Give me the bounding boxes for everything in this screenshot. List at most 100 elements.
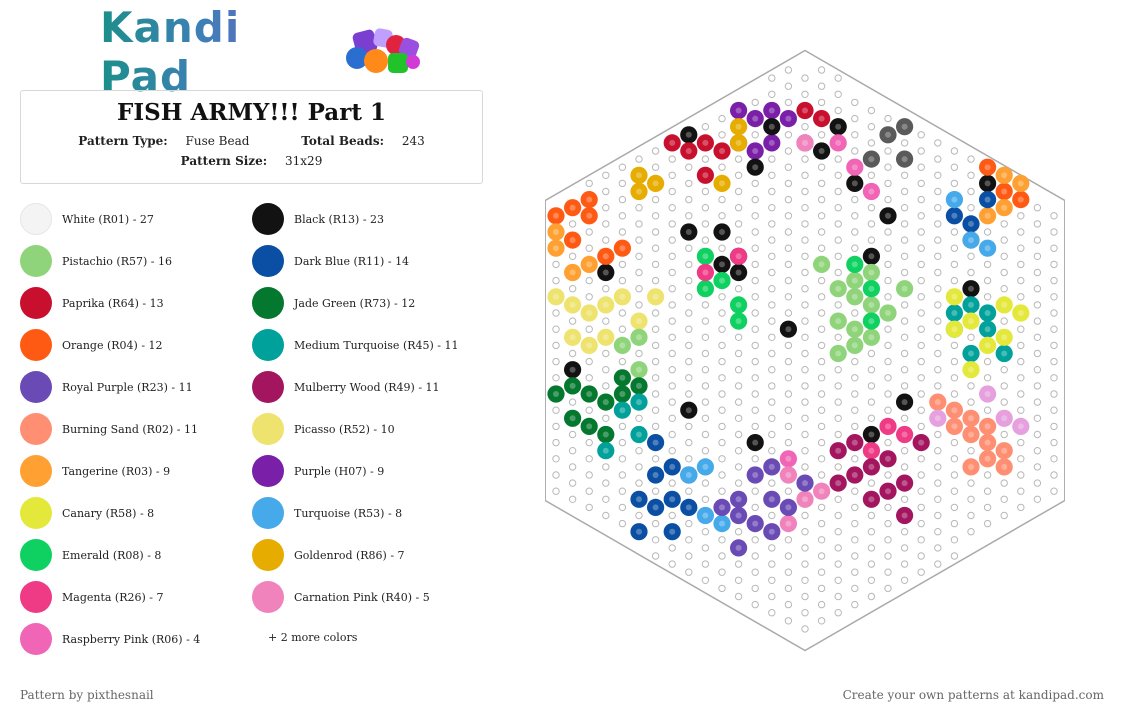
legend-label: Emerald (R08) - 8	[62, 548, 162, 562]
bead	[962, 409, 980, 427]
bead-hole	[553, 293, 559, 300]
bead	[862, 182, 880, 201]
peg	[751, 228, 759, 236]
peg	[967, 447, 975, 455]
peg	[934, 528, 942, 536]
peg	[1050, 341, 1058, 350]
peg	[934, 139, 942, 147]
peg	[867, 123, 876, 131]
peg	[934, 544, 942, 552]
peg	[635, 252, 643, 261]
peg	[701, 479, 710, 487]
peg	[900, 544, 909, 552]
peg	[701, 333, 710, 341]
bead-hole	[719, 148, 725, 154]
peg	[851, 374, 859, 382]
peg	[552, 260, 560, 269]
peg	[834, 430, 842, 439]
bead-hole	[619, 374, 626, 381]
bead	[779, 466, 797, 484]
peg	[851, 406, 859, 414]
peg	[851, 568, 859, 576]
bead	[962, 344, 980, 363]
bead-hole	[553, 229, 559, 235]
peg	[817, 503, 826, 512]
peg	[801, 560, 809, 568]
bead	[597, 393, 615, 411]
peg	[602, 171, 610, 180]
peg	[651, 455, 660, 463]
peg	[734, 528, 743, 536]
peg	[884, 390, 892, 398]
bead-hole	[785, 504, 792, 511]
peg	[1033, 349, 1042, 358]
peg	[552, 422, 560, 431]
bead-hole	[735, 512, 742, 519]
peg	[834, 220, 842, 228]
bead-board[interactable]	[545, 48, 1065, 653]
peg	[768, 90, 776, 98]
peg	[1033, 414, 1042, 422]
peg	[851, 422, 859, 431]
bead	[779, 515, 797, 533]
legend-label: Jade Green (R73) - 12	[294, 296, 416, 310]
peg	[635, 301, 643, 309]
peg	[602, 285, 610, 293]
peg	[834, 560, 842, 568]
peg	[934, 187, 942, 196]
peg	[568, 430, 577, 439]
kandipad-promo-link[interactable]: Create your own patterns at kandipad.com	[842, 688, 1104, 702]
peg	[784, 260, 793, 269]
peg	[1050, 325, 1058, 333]
peg	[718, 471, 726, 479]
peg	[602, 187, 610, 196]
peg	[602, 349, 610, 358]
peg	[1033, 366, 1042, 374]
bead-hole	[685, 407, 692, 414]
peg	[817, 600, 826, 609]
peg	[817, 66, 826, 74]
bead-hole	[752, 520, 759, 527]
bead-hole	[785, 115, 792, 122]
more-colors-link[interactable]: + 2 more colors	[268, 631, 358, 644]
peg	[884, 179, 892, 188]
pattern-credit[interactable]: Pattern by pixthesnail	[20, 688, 154, 702]
bead-hole	[835, 123, 842, 130]
legend-item: Burning Sand (R02) - 11	[20, 412, 198, 446]
legend-item: Pistachio (R57) - 16	[20, 244, 172, 278]
peg	[635, 155, 643, 163]
peg	[851, 584, 859, 593]
bead	[929, 409, 947, 427]
peg	[884, 406, 892, 414]
bead	[979, 158, 997, 176]
bead	[979, 239, 997, 257]
peg	[768, 576, 776, 584]
bead-hole	[752, 148, 759, 154]
peg	[768, 204, 776, 212]
peg	[801, 511, 809, 520]
bead	[846, 320, 864, 338]
peg	[768, 349, 776, 358]
peg	[884, 536, 892, 544]
bead	[829, 344, 847, 363]
peg	[585, 179, 593, 188]
peg	[618, 212, 627, 220]
color-swatch	[252, 539, 284, 571]
peg	[602, 382, 610, 390]
bead-hole	[702, 463, 709, 470]
bead	[862, 296, 880, 314]
peg	[651, 325, 660, 333]
kandi-pad-logo[interactable]: Kandi Pad	[100, 3, 421, 101]
legend-item: Dark Blue (R11) - 14	[252, 244, 409, 278]
color-swatch	[20, 413, 52, 445]
peg	[967, 187, 975, 196]
bead	[564, 199, 582, 217]
bead-hole	[984, 196, 991, 203]
peg	[834, 398, 842, 406]
bead-hole	[802, 139, 808, 146]
peg	[983, 487, 992, 495]
peg	[768, 366, 776, 374]
peg	[834, 171, 842, 180]
bead	[597, 296, 615, 314]
bead	[746, 158, 764, 176]
